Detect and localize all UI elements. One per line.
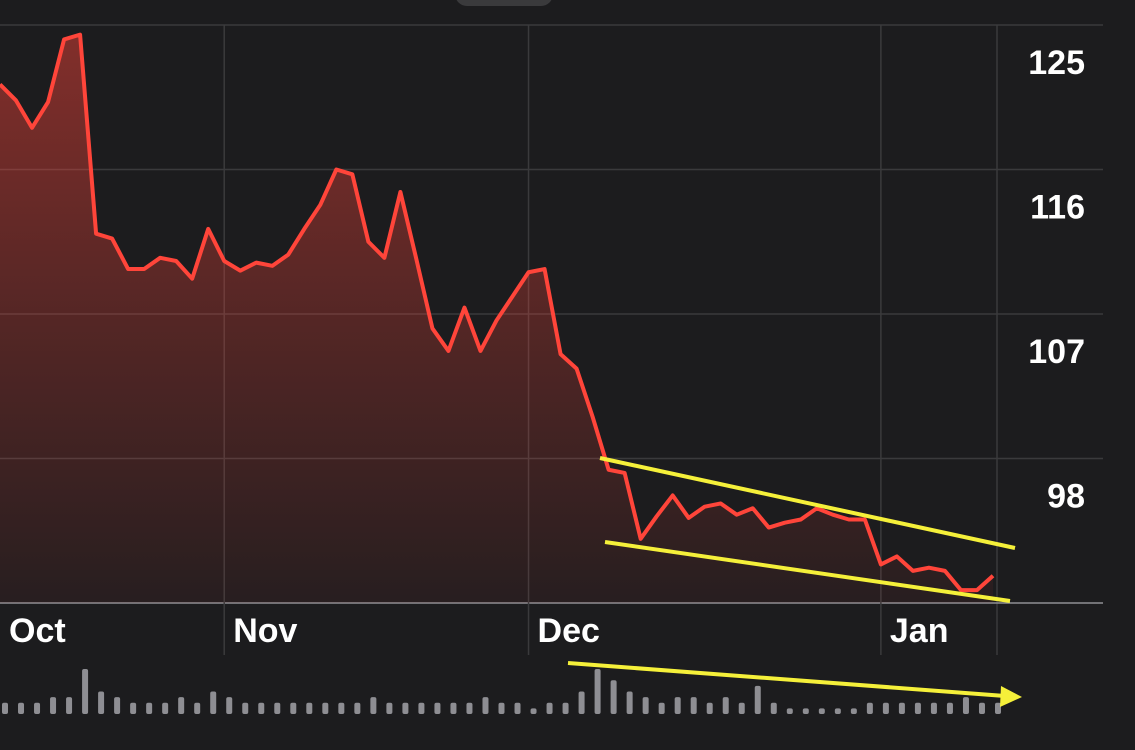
volume-bar [18,702,25,714]
volume-bar [290,702,297,714]
volume-bar [66,697,73,714]
volume-bar [850,708,857,714]
volume-bar [274,702,281,714]
area-fill [0,34,993,603]
volume-bar [882,702,889,714]
volume-bar [866,702,873,714]
volume-bar [258,702,265,714]
volume-bar [610,680,617,714]
volume-bar [578,691,585,714]
volume-bar [738,702,745,714]
y-tick-label: 107 [1028,333,1085,371]
volume-bar [98,691,105,714]
volume-bar [770,702,777,714]
volume-bar [434,702,441,714]
volume-bar [930,702,937,714]
volume-bar [995,702,1001,714]
volume-bar [194,702,201,714]
volume-bar [898,702,905,714]
volume-bar [146,702,153,714]
volume-bar [178,697,185,714]
volume-bar [914,702,921,714]
volume-bar [338,702,345,714]
volume-bar [946,702,953,714]
volume-bar [754,685,761,714]
volume-bar [34,702,41,714]
volume-bar [594,669,601,714]
volume-bar [546,702,553,714]
volume-bar [226,697,233,714]
volume-bar [466,702,473,714]
volume-bar [82,669,89,714]
volume-bar [626,691,633,714]
volume-bar [306,702,313,714]
grabber [456,0,552,6]
volume-bar [354,702,361,714]
volume-bar [482,697,489,714]
annotations [567,456,1022,707]
volume-bar [514,702,521,714]
volume-bar [658,702,665,714]
volume-bar [50,697,57,714]
volume-bar [418,702,425,714]
volume-bar [450,702,457,714]
volume-bar [530,708,537,714]
x-tick-label: Jan [890,612,949,650]
volume-bar [498,702,505,714]
volume-bar [386,702,393,714]
x-tick-label: Dec [538,612,600,650]
volume-bar [322,702,329,714]
y-tick-label: 116 [1030,188,1085,226]
y-tick-label: 125 [1028,44,1085,82]
volume-arrow [567,661,1006,698]
volume-bar [818,708,825,714]
plot: 98 107 116 125 Oct Nov Dec Jan [0,24,1103,714]
volume-bar [114,697,121,714]
volume-bar [162,702,169,714]
volume-bar [210,691,217,714]
volume-bar [834,708,841,714]
volume-bar [978,702,985,714]
arrow-head [1000,686,1022,707]
volume-bar [706,702,713,714]
trend-line-upper [599,456,1016,550]
volume-bar [562,702,569,714]
volume-bar [802,708,809,714]
volume-bar [690,697,697,714]
x-tick-label: Oct [9,612,66,650]
volume-bar [130,702,137,714]
trend-line-lower [604,540,1011,603]
volume-bar [642,697,649,714]
volume-bar [674,697,681,714]
volume-bar [962,697,969,714]
y-tick-label: 98 [1047,477,1085,515]
volume-bar [722,697,729,714]
volume-bar [402,702,409,714]
x-tick-label: Nov [233,612,297,650]
price-line [0,32,995,593]
volume-bar [2,702,8,714]
volume-bar [370,697,377,714]
volume-bar [242,702,249,714]
volume-bar [786,708,793,714]
